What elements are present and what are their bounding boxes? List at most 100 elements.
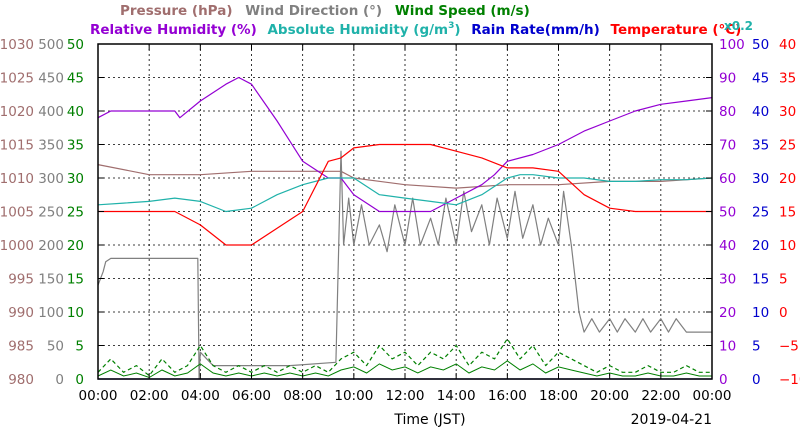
tick-label-pressure: 1025 — [0, 71, 34, 87]
legend-relative-humidity: Relative Humidity (%) — [90, 22, 257, 38]
tick-label-pressure: 1010 — [0, 171, 34, 187]
tick-label-wind-direction: 350 — [38, 138, 64, 154]
tick-label-temperature: 35 — [779, 71, 796, 87]
x-axis-title: Time (JST) — [393, 412, 465, 428]
tick-label-wind-speed: 0 — [75, 372, 84, 388]
tick-label-pressure: 1030 — [0, 37, 34, 53]
tick-label-wind-speed: 25 — [67, 205, 84, 221]
legend-multiplier: x0.2 — [724, 19, 753, 33]
x-tick-label: 04:00 — [181, 388, 220, 404]
legend-pressure: Pressure (hPa) — [120, 3, 233, 19]
tick-label-wind-direction: 150 — [38, 272, 64, 288]
tick-label-wind-speed: 5 — [75, 339, 84, 355]
tick-label-rain-rate: 0 — [752, 372, 761, 388]
tick-label-temperature: 40 — [779, 37, 796, 53]
tick-label-rain-rate: 10 — [752, 305, 769, 321]
tick-label-humidity: 20 — [719, 305, 736, 321]
x-tick-label: 02:00 — [130, 388, 169, 404]
series-line-2 — [97, 338, 712, 377]
tick-label-wind-speed: 40 — [67, 104, 84, 120]
series-line-0 — [97, 164, 713, 189]
legend-wind-speed: Wind Speed (m/s) — [395, 3, 530, 19]
tick-label-rain-rate: 40 — [752, 104, 769, 120]
tick-label-wind-speed: 45 — [67, 71, 84, 87]
tick-label-wind-direction: 250 — [38, 205, 64, 221]
tick-label-pressure: 980 — [8, 372, 34, 388]
tick-label-wind-speed: 50 — [67, 37, 84, 53]
tick-label-wind-speed: 20 — [67, 238, 84, 254]
tick-label-rain-rate: 35 — [752, 138, 769, 154]
x-axis: 00:00 02:00 04:00 06:00 08:00 10:00 12:00 14:00… — [79, 388, 732, 428]
tick-label-humidity: 80 — [719, 104, 736, 120]
legend-rain-rate: Rain Rate(mm/h) — [471, 22, 600, 38]
series-layer — [97, 76, 713, 380]
legend-wind-direction: Wind Direction (°) — [245, 3, 382, 19]
legend-temperature: Temperature (°C) — [611, 22, 742, 38]
x-tick-label: 18:00 — [539, 388, 578, 404]
chart-date: 2019-04-21 — [631, 412, 712, 428]
tick-label-wind-direction: 100 — [38, 305, 64, 321]
series-line-6 — [98, 143, 712, 246]
tick-label-pressure: 990 — [8, 305, 34, 321]
tick-label-rain-rate: 15 — [752, 272, 769, 288]
tick-label-humidity: 30 — [719, 272, 736, 288]
tick-label-wind-direction: 500 — [38, 37, 64, 53]
tick-label-rain-rate: 50 — [752, 37, 769, 53]
x-tick-label: 20:00 — [590, 388, 629, 404]
tick-label-rain-rate: 30 — [752, 171, 769, 187]
tick-label-temperature: 5 — [779, 272, 788, 288]
tick-label-humidity: 50 — [719, 205, 736, 221]
x-tick-label: 08:00 — [283, 388, 322, 404]
tick-label-pressure: 985 — [8, 339, 34, 355]
legend-absolute-humidity-sup: 3 — [448, 21, 454, 31]
x-tick-label: 12:00 — [386, 388, 425, 404]
tick-label-pressure: 1000 — [0, 238, 34, 254]
x-tick-label: 06:00 — [232, 388, 271, 404]
x-tick-label: 00:00 — [693, 388, 732, 404]
tick-label-rain-rate: 5 — [752, 339, 761, 355]
tick-label-humidity: 70 — [719, 138, 736, 154]
tick-label-wind-speed: 35 — [67, 138, 84, 154]
legend-row-2: Relative Humidity (%) Absolute Humidity … — [90, 21, 741, 38]
tick-label-humidity: 40 — [719, 238, 736, 254]
tick-label-pressure: 1020 — [0, 104, 34, 120]
series-line-3 — [97, 76, 713, 213]
left-axes: 1030102510201015101010051000995990985980… — [0, 37, 84, 388]
tick-label-wind-direction: 300 — [38, 171, 64, 187]
right-axes: 1009080706050403020100504540353025201510… — [719, 37, 800, 388]
tick-label-pressure: 995 — [8, 272, 34, 288]
tick-label-temperature: 20 — [779, 171, 796, 187]
series-line-1 — [97, 150, 712, 380]
series-line-4 — [97, 174, 713, 213]
tick-label-temperature: −10 — [779, 372, 800, 388]
tick-label-pressure: 1015 — [0, 138, 34, 154]
tick-label-temperature: 15 — [779, 205, 796, 221]
legend-row-1: Pressure (hPa) Wind Direction (°) Wind S… — [120, 3, 530, 19]
legend-absolute-humidity-tail: ) — [454, 22, 460, 38]
tick-label-humidity: 90 — [719, 71, 736, 87]
tick-label-humidity: 60 — [719, 171, 736, 187]
tick-label-rain-rate: 20 — [752, 238, 769, 254]
tick-label-wind-direction: 200 — [38, 238, 64, 254]
tick-label-rain-rate: 25 — [752, 205, 769, 221]
tick-label-temperature: 30 — [779, 104, 796, 120]
tick-label-humidity: 0 — [719, 372, 728, 388]
tick-label-temperature: 10 — [779, 238, 796, 254]
tick-label-wind-speed: 15 — [67, 272, 84, 288]
x-tick-label: 16:00 — [488, 388, 527, 404]
tick-label-wind-direction: 450 — [38, 71, 64, 87]
legend: Pressure (hPa) Wind Direction (°) Wind S… — [90, 3, 753, 38]
tick-label-wind-direction: 50 — [47, 339, 64, 355]
x-tick-label: 00:00 — [79, 388, 118, 404]
grid — [98, 44, 712, 379]
tick-label-humidity: 10 — [719, 339, 736, 355]
x-tick-label: 10:00 — [334, 388, 373, 404]
tick-marks — [97, 43, 713, 380]
tick-label-wind-speed: 30 — [67, 171, 84, 187]
tick-label-wind-speed: 10 — [67, 305, 84, 321]
tick-label-temperature: 25 — [779, 138, 796, 154]
tick-label-temperature: 0 — [779, 305, 788, 321]
tick-label-pressure: 1005 — [0, 205, 34, 221]
tick-label-humidity: 100 — [719, 37, 745, 53]
